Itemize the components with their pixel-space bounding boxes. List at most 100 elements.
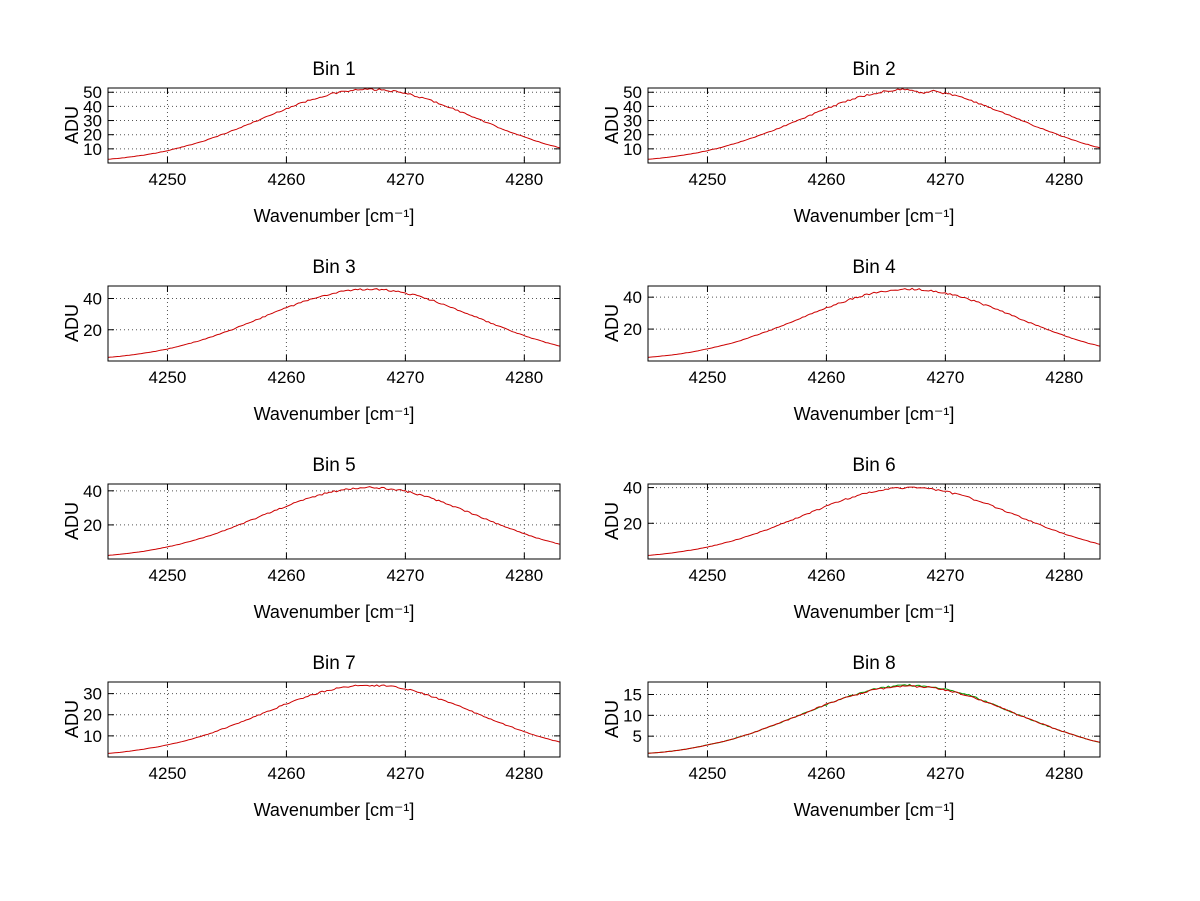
subplot-bin-5: 20 40 4250 4260 4270 4280 Bin 5 ADU Wavenumbe… [62,455,561,622]
y-tick-label: 40 [83,290,102,309]
x-tick-label: 4260 [808,764,846,783]
plot-area: 20 40 4250 4260 4270 4280 [623,285,1101,387]
x-tick-label: 4270 [386,764,424,783]
y-tick-label: 20 [623,320,642,339]
plot-title: Bin 6 [852,455,895,476]
x-tick-label: 4280 [505,566,543,585]
axis-box [647,87,1101,164]
x-tick-label: 4250 [149,170,187,189]
y-axis-label: ADU [602,106,622,144]
x-axis-label: Wavenumber [cm⁻¹] [254,404,415,424]
y-axis-label: ADU [602,304,622,342]
y-tick-label: 20 [623,126,642,145]
y-tick-label: 20 [83,126,102,145]
y-tick-label: 10 [623,706,642,725]
plot-area: 10 20 30 4250 4260 4270 4280 [83,681,561,783]
plot-area: 20 40 4250 4260 4270 4280 [83,482,561,585]
y-tick-label: 10 [623,140,642,159]
plot-title: Bin 4 [852,257,896,278]
x-axis-label: Wavenumber [cm⁻¹] [254,206,415,226]
axis-box [647,483,1101,560]
plot-area: 20 40 4250 4260 4270 4280 [83,285,561,387]
y-tick-label: 20 [83,516,102,535]
x-tick-label: 4270 [926,764,964,783]
x-tick-label: 4270 [926,566,964,585]
x-tick-label: 4260 [808,170,846,189]
subplot-bin-6: 20 40 4250 4260 4270 4280 Bin 6 ADU Wavenumbe… [602,455,1101,622]
x-tick-label: 4250 [149,566,187,585]
y-axis-label: ADU [62,304,82,342]
x-axis-label: Wavenumber [cm⁻¹] [254,602,415,622]
y-tick-label: 30 [83,685,102,704]
x-tick-label: 4270 [926,368,964,387]
axis-box [647,681,1101,758]
y-tick-label: 40 [83,97,102,116]
x-tick-label: 4280 [1045,764,1083,783]
x-axis-label: Wavenumber [cm⁻¹] [794,602,955,622]
series-line-spectrum [107,288,561,358]
axis-box [107,87,561,164]
x-tick-label: 4260 [808,566,846,585]
axis-box [107,681,561,758]
x-tick-label: 4260 [268,566,306,585]
plot-title: Bin 3 [312,257,355,278]
x-tick-label: 4250 [689,566,727,585]
plot-title: Bin 1 [312,59,355,80]
y-tick-label: 20 [83,321,102,340]
x-axis-label: Wavenumber [cm⁻¹] [794,206,955,226]
y-tick-label: 15 [623,686,642,705]
x-tick-label: 4280 [505,170,543,189]
x-tick-label: 4260 [808,368,846,387]
y-tick-label: 40 [623,479,642,498]
x-tick-label: 4250 [149,368,187,387]
x-tick-label: 4280 [1045,368,1083,387]
y-tick-label: 30 [623,112,642,131]
x-tick-label: 4260 [268,368,306,387]
x-tick-label: 4270 [386,170,424,189]
x-tick-label: 4280 [505,368,543,387]
y-tick-label: 10 [83,140,102,159]
y-tick-label: 5 [633,727,642,746]
axis-box [647,285,1101,362]
x-axis-label: Wavenumber [cm⁻¹] [254,800,415,820]
plot-title: Bin 8 [852,653,895,674]
subplot-bin-7: 10 20 30 4250 4260 4270 4280 Bin 7 ADU Wavenum… [62,653,561,820]
x-tick-label: 4250 [689,170,727,189]
y-axis-label: ADU [62,700,82,738]
y-axis-label: ADU [602,700,622,738]
series-line-spectrum [107,684,561,754]
x-tick-label: 4250 [689,368,727,387]
subplot-bin-3: 20 40 4250 4260 4270 4280 Bin 3 ADU Wavenumbe… [62,257,561,424]
x-tick-label: 4250 [689,764,727,783]
series-line-spectrum [647,88,1101,160]
y-axis-label: ADU [602,502,622,540]
x-tick-label: 4280 [1045,170,1083,189]
y-axis-label: ADU [62,106,82,144]
y-tick-label: 50 [83,83,102,102]
y-tick-label: 20 [623,514,642,533]
y-tick-label: 40 [623,288,642,307]
y-tick-label: 40 [83,482,102,501]
x-tick-label: 4250 [149,764,187,783]
x-tick-label: 4280 [1045,566,1083,585]
y-tick-label: 40 [623,97,642,116]
x-tick-label: 4280 [505,764,543,783]
x-tick-label: 4270 [926,170,964,189]
y-tick-label: 20 [83,706,102,725]
x-tick-label: 4260 [268,764,306,783]
x-axis-label: Wavenumber [cm⁻¹] [794,800,955,820]
y-tick-label: 10 [83,727,102,746]
y-axis-label: ADU [62,502,82,540]
axis-box [107,483,561,560]
x-axis-label: Wavenumber [cm⁻¹] [794,404,955,424]
axis-box [107,285,561,362]
x-tick-label: 4270 [386,566,424,585]
x-tick-label: 4260 [268,170,306,189]
